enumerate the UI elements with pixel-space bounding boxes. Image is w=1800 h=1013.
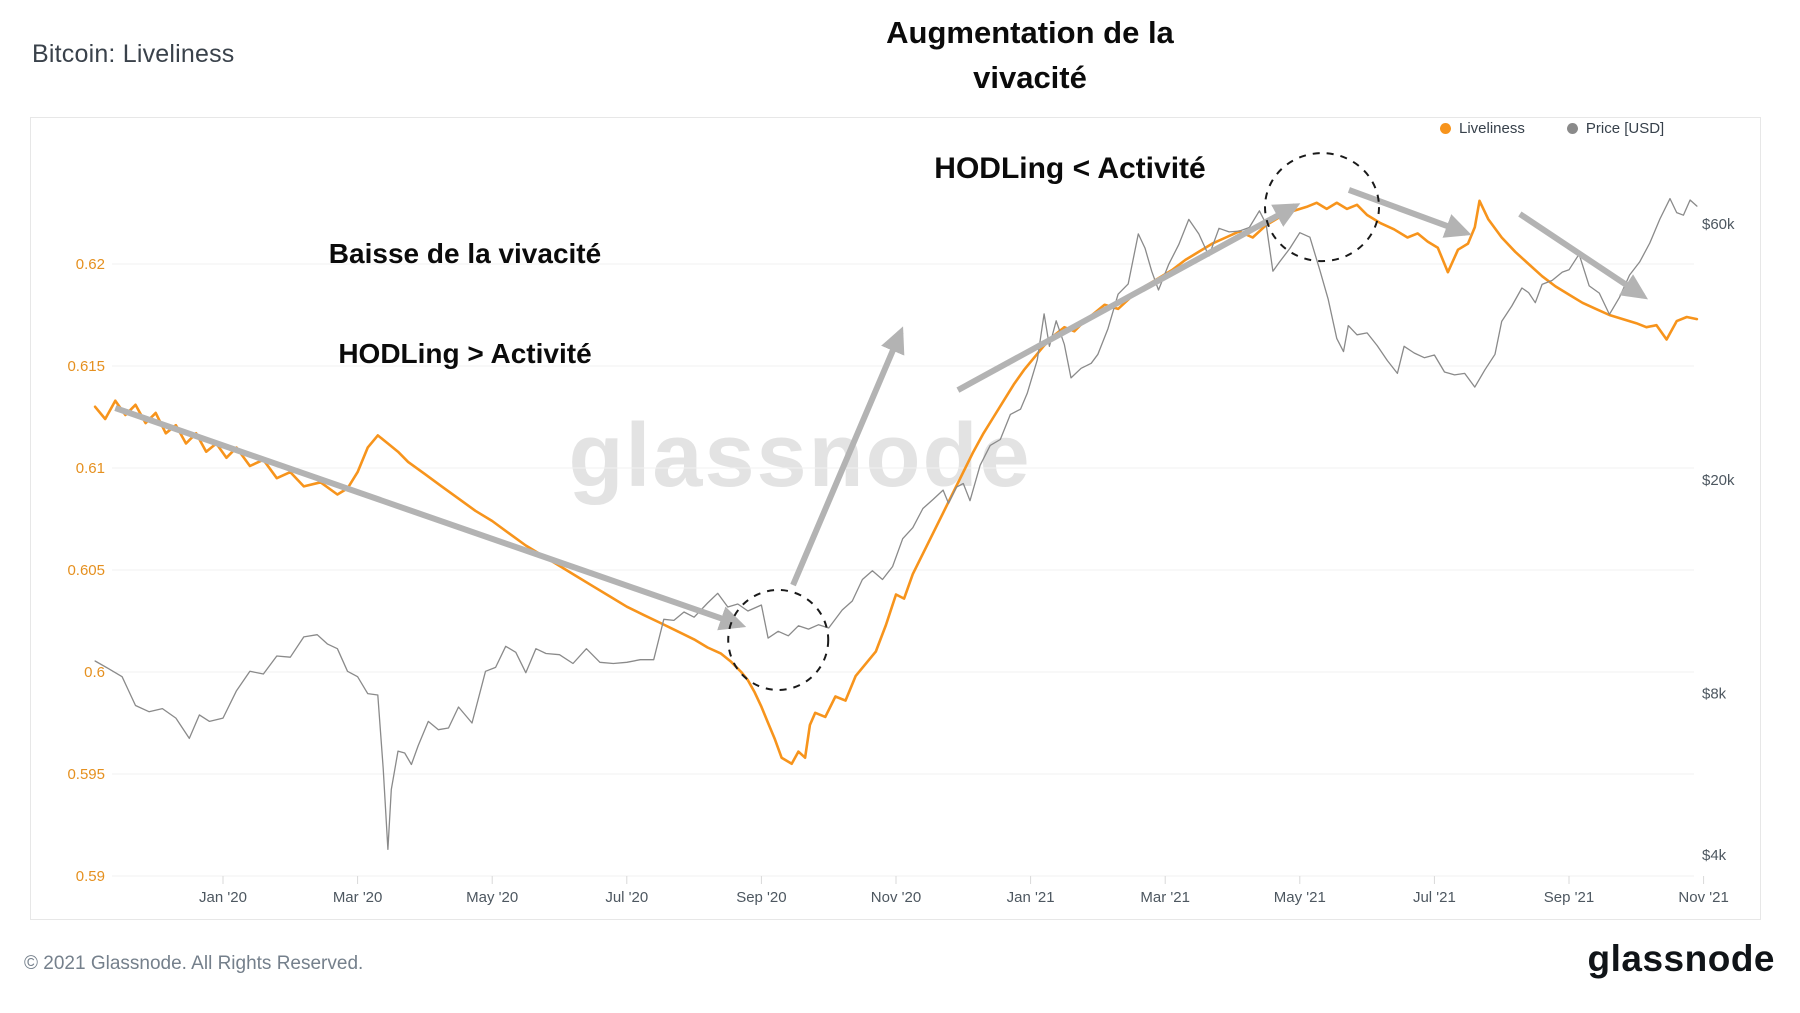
x-tick-label: Jan '20 (199, 889, 247, 906)
fall-arrow-2 (1518, 211, 1649, 300)
glassnode-logo: glassnode (1587, 938, 1775, 979)
rise-arrow-2 (956, 203, 1301, 393)
baisse-trend-arrow (114, 405, 747, 631)
legend-label: Liveliness (1459, 120, 1525, 137)
y-left-tick-label: 0.595 (67, 766, 105, 783)
annotation-augmentation-line2: vivacité (973, 60, 1087, 95)
x-tick-label: May '21 (1274, 889, 1326, 906)
x-tick-label: May '20 (466, 889, 518, 906)
legend-dot-icon (1566, 123, 1578, 134)
y-left-tick-label: 0.61 (76, 460, 105, 477)
legend-dot-icon (1440, 123, 1451, 134)
legend-item-price-usd[interactable]: Price [USD] (1566, 120, 1665, 137)
x-tick-label: Jan '21 (1007, 889, 1055, 906)
x-tick-label: Nov '20 (871, 889, 921, 906)
x-tick-label: Jul '20 (605, 889, 648, 906)
x-tick-label: Sep '21 (1544, 889, 1594, 906)
x-tick-label: Mar '21 (1140, 889, 1190, 906)
y-left-tick-label: 0.62 (76, 256, 105, 273)
y-right-tick-label: $20k (1702, 472, 1735, 489)
legend-label: Price [USD] (1585, 120, 1665, 137)
rise-arrow-1 (790, 326, 905, 587)
chart-frame (30, 117, 1761, 920)
x-tick-label: Mar '20 (333, 889, 383, 906)
annotation-augmentation-line1: Augmentation de la (886, 15, 1174, 50)
liveliness-line (93, 199, 1699, 766)
chart-legend: Liveliness Price [USD] (1440, 120, 1730, 137)
y-right-tick-label: $60k (1702, 216, 1735, 233)
y-left-tick-label: 0.59 (76, 868, 105, 885)
y-left-tick-label: 0.6 (84, 664, 105, 681)
liveliness-bottom-circle (727, 588, 830, 691)
legend-item-liveliness[interactable]: Liveliness (1440, 120, 1525, 137)
annotation-augmentation: Augmentation de la vivacité (770, 10, 1290, 100)
y-right-tick-label: $8k (1702, 686, 1727, 703)
annotation-baisse-vivacite: Baisse de la vivacité (328, 238, 602, 269)
glassnode-watermark: glassnode (568, 406, 1032, 506)
price-line (94, 197, 1698, 850)
y-right-tick-label: $4k (1702, 847, 1727, 864)
page-title: Bitcoin: Liveliness (32, 40, 235, 68)
annotation-hodling-gt-activite: HODLing > Activité (338, 338, 592, 369)
x-tick-label: Jul '21 (1413, 889, 1456, 906)
x-tick-label: Nov '21 (1678, 889, 1728, 906)
footer-copyright: © 2021 Glassnode. All Rights Reserved. (24, 953, 364, 974)
liveliness-top-circle (1264, 152, 1381, 263)
annotation-hodling-lt-activite: HODLing < Activité (934, 152, 1206, 185)
x-tick-label: Sep '20 (736, 889, 786, 906)
y-left-tick-label: 0.605 (67, 562, 105, 579)
fall-arrow-1 (1347, 187, 1472, 238)
y-left-tick-label: 0.615 (67, 358, 105, 375)
